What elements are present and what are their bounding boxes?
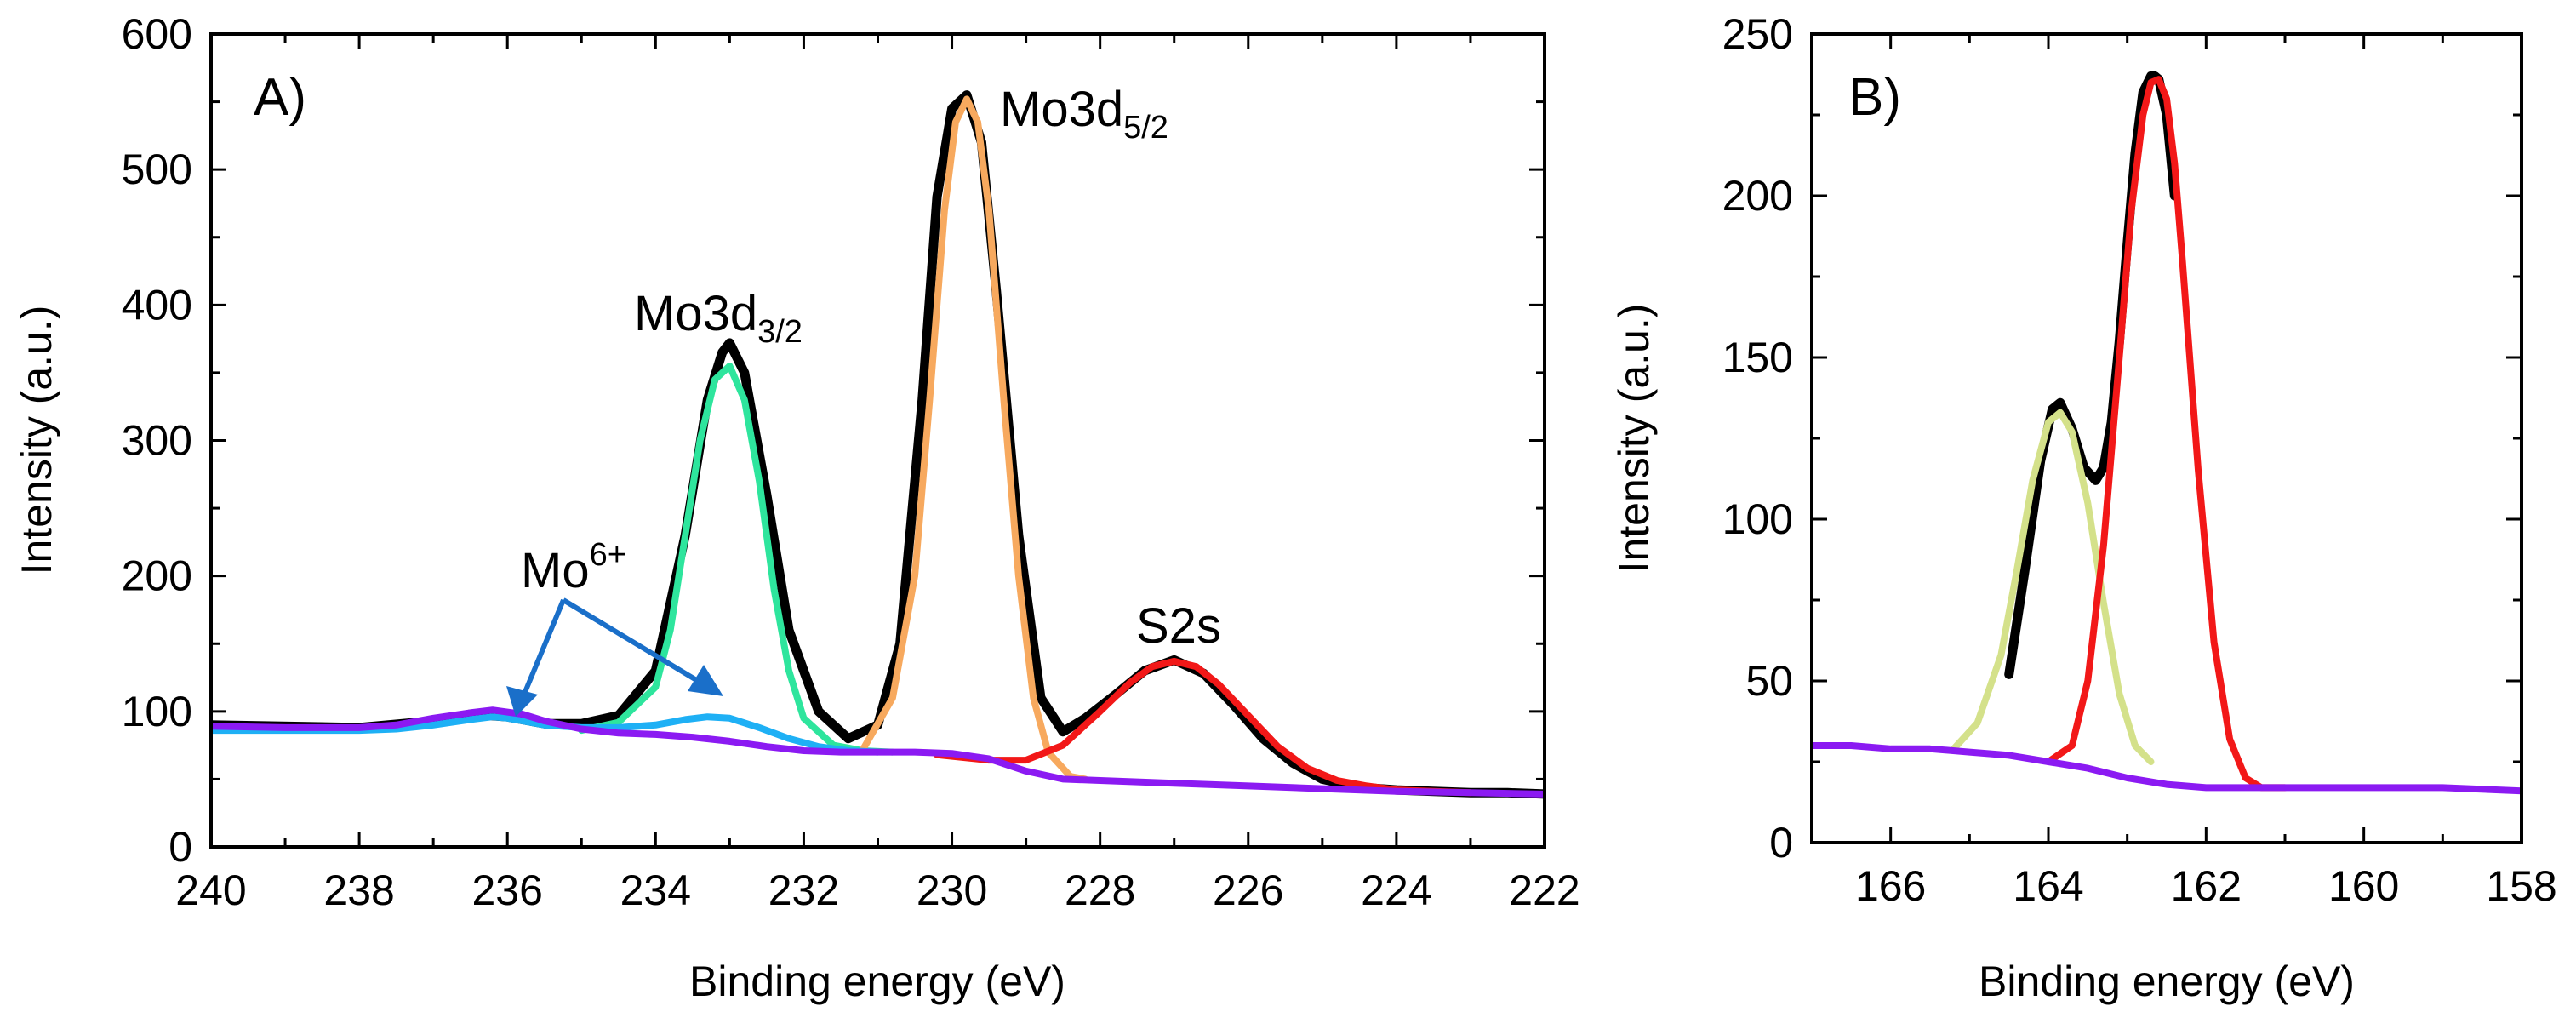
panel-b-series-s2p1-2-component [1950, 409, 2155, 765]
panel-b-y-tick-label: 200 [1722, 172, 1793, 220]
annotation-mo3d32-sub: 3/2 [757, 314, 803, 350]
annotation-mo3d52-sub: 5/2 [1123, 110, 1168, 146]
panel-a-y-tick-label: 200 [122, 552, 192, 600]
panel-b-series [1812, 71, 2522, 795]
panel-b-x-tick-label: 160 [2328, 862, 2399, 910]
panel-a-x-tick-label: 240 [175, 866, 246, 914]
panel-a-x-tick-label: 232 [768, 866, 839, 914]
panel-a-series-background [211, 706, 1545, 798]
panel-a-y-axis-title: Intensity (a.u.) [13, 306, 60, 575]
panel-a-y-tick-label: 0 [168, 823, 192, 871]
panel-b: 166 164 162 160 158 0 50 100 150 200 250 Binding … [1610, 10, 2557, 1005]
mo6-arrow-right-head [688, 665, 723, 696]
panel-b-ticks [1810, 32, 2523, 844]
panel-a-x-tick-label: 236 [472, 866, 543, 914]
panel-b-y-tick-label: 50 [1745, 657, 1793, 705]
panel-a-label: A) [254, 68, 306, 127]
annotation-mo3d32-base: Mo3d [634, 286, 757, 341]
panel-a-x-tick-label: 234 [620, 866, 691, 914]
panel-b-x-tick-labels: 166 164 162 160 158 [1855, 862, 2557, 910]
panel-b-x-axis-title: Binding energy (eV) [1979, 958, 2355, 1005]
panel-b-series-background [1812, 742, 2522, 795]
panel-a-y-tick-label: 500 [122, 146, 192, 193]
panel-a: 240 238 236 234 232 230 228 226 224 222 0 100 200 30… [13, 10, 1580, 1005]
panel-a-y-tick-labels: 0 100 200 300 400 500 600 [122, 10, 192, 871]
panel-b-y-tick-labels: 0 50 100 150 200 250 [1722, 10, 1793, 866]
annotation-mo6plus: Mo6+ [521, 537, 626, 598]
panel-a-y-tick-label: 100 [122, 688, 192, 735]
panel-a-x-axis-title: Binding energy (eV) [689, 958, 1065, 1005]
annotation-mo6plus-base: Mo [521, 543, 590, 598]
panel-a-series-measured-spectrum [211, 90, 1545, 799]
panel-b-label: B) [1848, 68, 1901, 127]
panel-a-x-tick-labels: 240 238 236 234 232 230 228 226 224 222 [175, 866, 1579, 914]
annotation-mo3d32: Mo3d3/2 [634, 286, 803, 350]
panel-b-y-tick-label: 150 [1722, 334, 1793, 381]
annotation-mo6plus-sup: 6+ [590, 537, 626, 573]
annotation-s2s: S2s [1136, 598, 1221, 654]
panel-b-x-tick-label: 162 [2171, 862, 2242, 910]
panel-a-ticks [209, 32, 1546, 849]
panel-a-y-tick-label: 400 [122, 281, 192, 329]
mo6-arrow-left-shaft [523, 598, 566, 694]
panel-b-y-tick-label: 250 [1722, 10, 1793, 58]
panel-a-y-tick-label: 300 [122, 417, 192, 465]
panel-a-series-s2s-component [934, 657, 1474, 797]
panel-a-x-tick-label: 224 [1361, 866, 1431, 914]
panel-a-x-tick-label: 238 [323, 866, 394, 914]
panel-a-x-tick-label: 226 [1213, 866, 1283, 914]
panel-a-x-tick-label: 230 [917, 866, 987, 914]
panel-a-y-tick-label: 600 [122, 10, 192, 58]
panel-b-x-tick-label: 164 [2013, 862, 2083, 910]
panel-b-y-tick-label: 0 [1769, 819, 1793, 866]
annotation-mo3d52: Mo3d5/2 [1000, 82, 1168, 146]
panel-b-x-tick-label: 158 [2486, 862, 2556, 910]
mo6-arrow-left-head [506, 686, 538, 717]
panel-b-x-tick-label: 166 [1855, 862, 1926, 910]
mo6-arrow-right-shaft [562, 597, 700, 683]
panel-b-y-axis-title: Intensity (a.u.) [1610, 304, 1658, 574]
panel-a-x-tick-label: 228 [1065, 866, 1135, 914]
panel-b-y-tick-label: 100 [1722, 495, 1793, 543]
panel-a-series-mo3d5-2-component [860, 95, 1089, 783]
annotation-mo3d52-base: Mo3d [1000, 82, 1123, 137]
panel-b-series-s2p3-2-component [2045, 76, 2288, 792]
panel-a-x-tick-label: 222 [1509, 866, 1579, 914]
